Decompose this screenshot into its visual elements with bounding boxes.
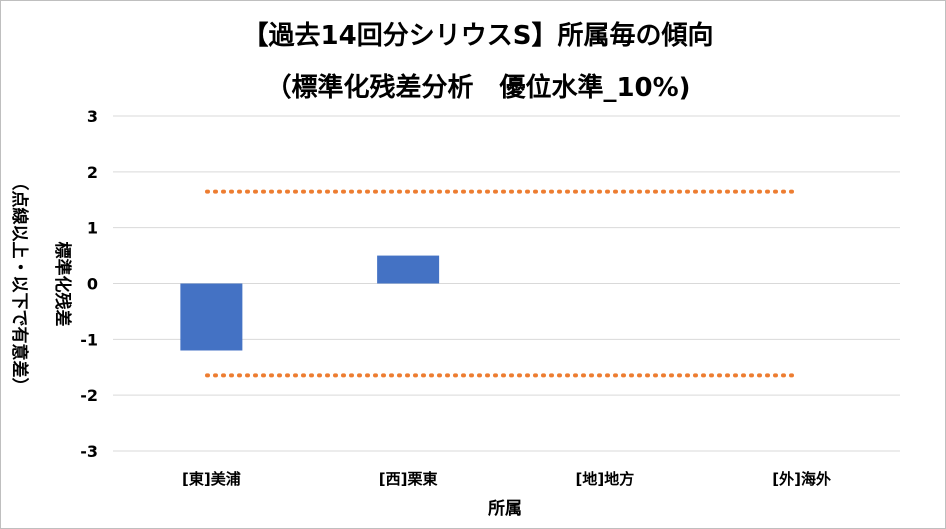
x-category-labels: [東]美浦 [西]栗東 [地]地方 [外]海外 bbox=[182, 470, 831, 488]
y-axis-note: （点線以上・以下で有意差） bbox=[9, 174, 30, 395]
x-category-label: [外]海外 bbox=[772, 470, 831, 488]
y-tick-labels: 3 2 1 0 -1 -2 -3 bbox=[80, 107, 98, 461]
y-axis-title: 標準化残差 bbox=[52, 242, 73, 327]
bar bbox=[377, 255, 440, 284]
y-tick-label: 2 bbox=[87, 163, 98, 182]
bars bbox=[180, 255, 440, 351]
bar bbox=[180, 283, 243, 351]
x-category-label: [西]栗東 bbox=[379, 470, 438, 488]
y-tick-label: 1 bbox=[87, 219, 98, 238]
chart-subtitle: （標準化残差分析 優位水準_10%) bbox=[265, 72, 690, 103]
y-tick-label: -1 bbox=[80, 330, 98, 349]
threshold-lines bbox=[205, 189, 798, 378]
y-tick-label: -2 bbox=[80, 386, 98, 405]
y-tick-label: -3 bbox=[80, 442, 98, 461]
x-axis-title: 所属 bbox=[488, 499, 522, 519]
y-tick-label: 3 bbox=[87, 107, 98, 126]
chart-title: 【過去14回分シリウスS】所属毎の傾向 bbox=[243, 20, 714, 51]
gridlines bbox=[113, 115, 900, 452]
y-tick-label: 0 bbox=[87, 275, 98, 294]
x-category-label: [東]美浦 bbox=[182, 470, 241, 488]
x-category-label: [地]地方 bbox=[576, 470, 635, 488]
